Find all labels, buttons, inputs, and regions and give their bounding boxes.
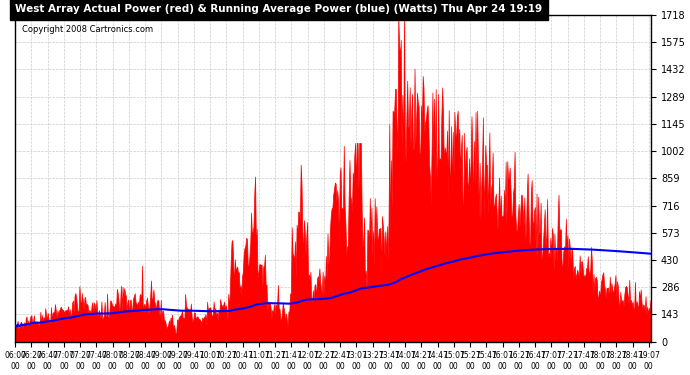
- Text: Copyright 2008 Cartronics.com: Copyright 2008 Cartronics.com: [21, 25, 152, 34]
- Text: West Array Actual Power (red) & Running Average Power (blue) (Watts) Thu Apr 24 : West Array Actual Power (red) & Running …: [15, 4, 542, 14]
